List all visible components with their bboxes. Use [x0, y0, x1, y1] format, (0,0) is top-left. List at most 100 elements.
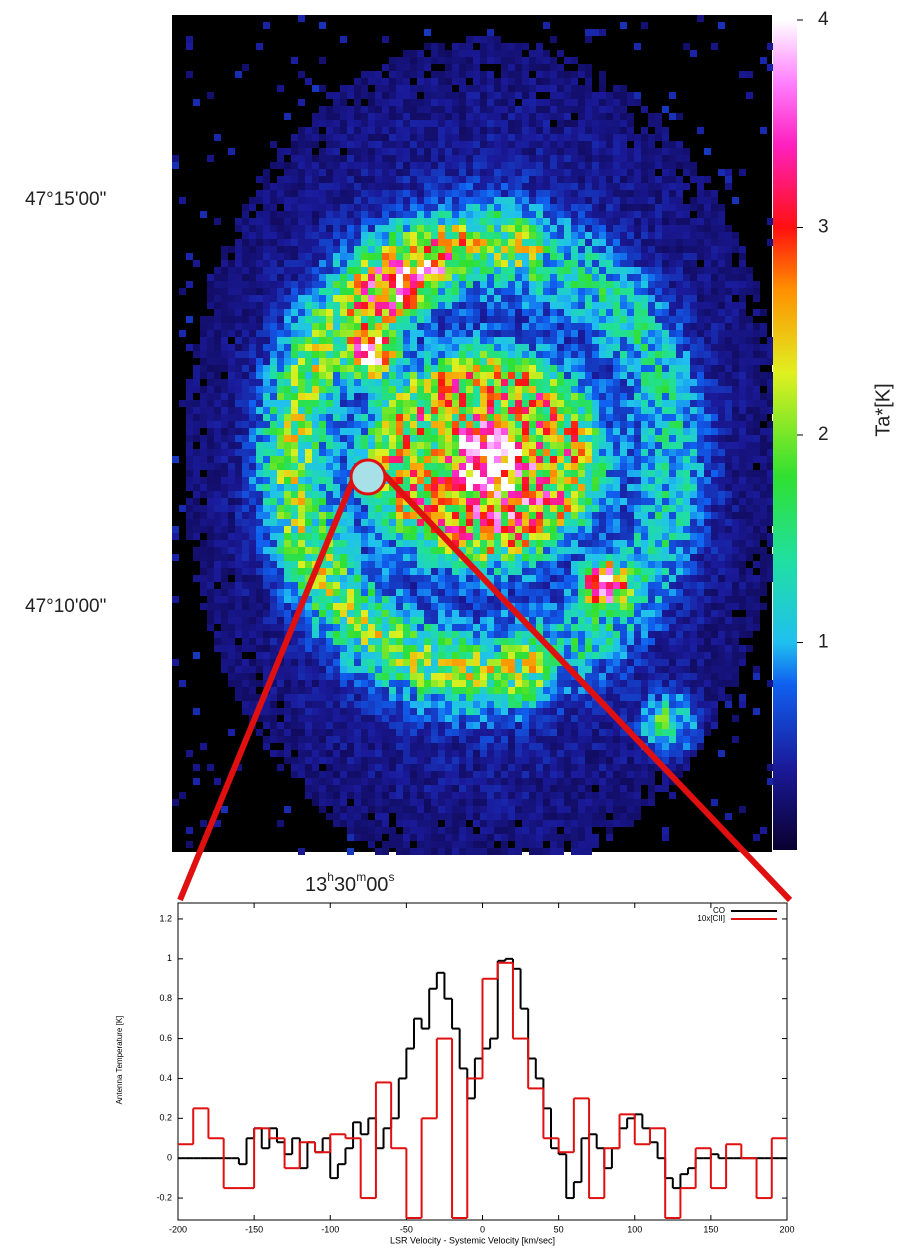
map-pixel	[669, 169, 676, 176]
map-pixel	[599, 71, 606, 78]
map-pixel	[543, 323, 550, 330]
map-pixel	[445, 449, 452, 456]
map-pixel	[382, 449, 389, 456]
map-pixel	[270, 421, 277, 428]
map-pixel	[578, 85, 585, 92]
map-pixel	[312, 435, 319, 442]
map-pixel	[690, 323, 697, 330]
map-pixel	[214, 470, 221, 477]
map-pixel	[382, 183, 389, 190]
map-pixel	[347, 533, 354, 540]
map-pixel	[480, 281, 487, 288]
map-pixel	[522, 512, 529, 519]
map-pixel	[508, 463, 515, 470]
map-pixel	[550, 442, 557, 449]
map-pixel	[585, 281, 592, 288]
map-pixel	[508, 379, 515, 386]
map-pixel	[396, 512, 403, 519]
map-pixel	[606, 274, 613, 281]
map-pixel	[564, 197, 571, 204]
map-pixel	[375, 155, 382, 162]
map-pixel	[403, 519, 410, 526]
map-pixel	[529, 295, 536, 302]
map-pixel	[445, 85, 452, 92]
map-pixel	[613, 288, 620, 295]
map-pixel	[669, 442, 676, 449]
map-pixel	[543, 330, 550, 337]
map-pixel	[396, 120, 403, 127]
map-pixel	[634, 365, 641, 372]
map-pixel	[592, 400, 599, 407]
map-pixel	[634, 316, 641, 323]
map-pixel	[760, 428, 767, 435]
map-pixel	[382, 78, 389, 85]
map-pixel	[424, 407, 431, 414]
map-pixel	[753, 309, 760, 316]
map-pixel	[200, 540, 207, 547]
map-pixel	[333, 393, 340, 400]
map-pixel	[298, 414, 305, 421]
map-pixel	[746, 414, 753, 421]
map-pixel	[473, 57, 480, 64]
map-pixel	[683, 414, 690, 421]
map-pixel	[620, 295, 627, 302]
map-pixel	[613, 470, 620, 477]
map-pixel	[578, 400, 585, 407]
map-pixel	[578, 351, 585, 358]
map-pixel	[669, 456, 676, 463]
map-pixel	[669, 190, 676, 197]
map-pixel	[452, 120, 459, 127]
map-pixel	[340, 85, 347, 92]
map-pixel	[676, 232, 683, 239]
map-pixel	[501, 344, 508, 351]
map-pixel	[683, 456, 690, 463]
map-pixel	[305, 183, 312, 190]
map-pixel	[452, 302, 459, 309]
map-pixel	[669, 484, 676, 491]
map-pixel	[452, 43, 459, 50]
map-pixel	[697, 190, 704, 197]
map-pixel	[466, 239, 473, 246]
map-pixel	[620, 183, 627, 190]
map-pixel	[620, 204, 627, 211]
map-pixel	[354, 148, 361, 155]
map-pixel	[627, 407, 634, 414]
map-pixel	[725, 477, 732, 484]
map-pixel	[669, 232, 676, 239]
map-pixel	[536, 190, 543, 197]
map-pixel	[438, 344, 445, 351]
map-pixel	[732, 442, 739, 449]
map-pixel	[396, 344, 403, 351]
map-pixel	[578, 463, 585, 470]
map-pixel	[508, 498, 515, 505]
map-pixel	[445, 470, 452, 477]
map-pixel	[249, 484, 256, 491]
map-pixel	[228, 435, 235, 442]
map-pixel	[319, 421, 326, 428]
map-pixel	[459, 316, 466, 323]
map-pixel	[634, 477, 641, 484]
map-pixel	[424, 330, 431, 337]
map-pixel	[662, 477, 669, 484]
map-pixel	[263, 505, 270, 512]
map-pixel	[557, 330, 564, 337]
map-pixel	[466, 344, 473, 351]
map-pixel	[599, 267, 606, 274]
map-pixel	[466, 484, 473, 491]
map-pixel	[431, 281, 438, 288]
map-pixel	[648, 358, 655, 365]
map-pixel	[487, 477, 494, 484]
map-pixel	[431, 407, 438, 414]
map-pixel	[578, 71, 585, 78]
map-pixel	[277, 484, 284, 491]
map-pixel	[466, 113, 473, 120]
map-pixel	[550, 134, 557, 141]
map-pixel	[340, 295, 347, 302]
map-pixel	[606, 134, 613, 141]
map-pixel	[487, 281, 494, 288]
map-pixel	[536, 64, 543, 71]
map-pixel	[459, 281, 466, 288]
map-pixel	[466, 218, 473, 225]
map-pixel	[298, 141, 305, 148]
map-pixel	[235, 358, 242, 365]
